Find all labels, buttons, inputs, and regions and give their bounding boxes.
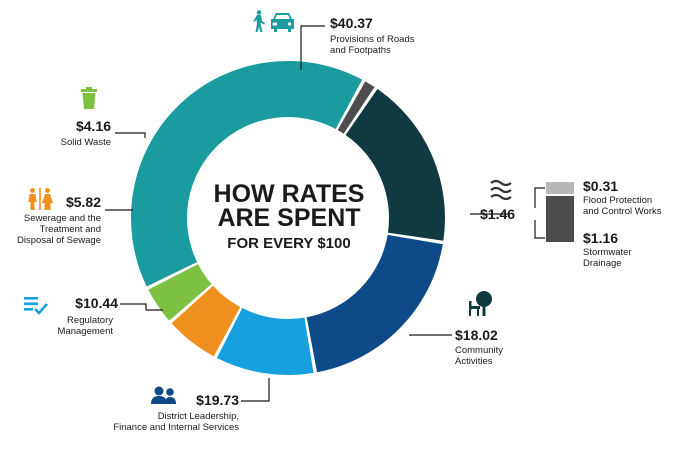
label-flood-line-1: Flood Protection (583, 195, 652, 206)
label-drainage-line-1: Stormwater (583, 247, 632, 258)
label-sewerage-line-1: Sewerage and the (24, 213, 101, 224)
park-bench-tree-icon (469, 291, 492, 316)
center-title-line-1: HOW RATES (214, 180, 365, 208)
pedestrian-car-icon (253, 10, 294, 32)
donut-slices (131, 61, 445, 375)
donut-slice-6 (148, 264, 212, 321)
center-title-line-2: ARE SPENT (217, 204, 360, 232)
donut-slice-4 (216, 308, 314, 375)
value-sewerage: $5.82 (66, 194, 101, 210)
label-flood-line-2: and Control Works (583, 206, 662, 217)
donut-slice-5 (171, 285, 241, 357)
label-sewerage-line-2: Treatment and (40, 224, 101, 235)
label-sewerage-line-3: Disposal of Sewage (17, 235, 101, 246)
water-waves-icon (490, 179, 512, 201)
label-regulatory-line-1: Regulatory (67, 315, 113, 326)
icons (24, 10, 512, 404)
value-solid-waste: $4.16 (76, 118, 111, 134)
label-regulatory-line-2: Management (58, 326, 114, 337)
value-stormwater-drainage: $1.16 (583, 230, 618, 246)
restroom-icon (28, 188, 53, 210)
value-district: $19.73 (196, 392, 239, 408)
label-roads-line-1: Provisions of Roads (330, 34, 415, 45)
breakdown-bar-stormwater (546, 196, 574, 242)
label-community-line-2: Activities (455, 356, 493, 367)
center-title-line-3: FOR EVERY $100 (227, 235, 350, 252)
checklist-icon (24, 297, 48, 315)
donut-slice-1 (337, 81, 375, 134)
donut-slice-0 (131, 61, 363, 287)
label-roads-line-2: and Footpaths (330, 45, 391, 56)
people-icon (151, 386, 176, 404)
donut-slice-2 (345, 88, 445, 241)
breakdown-bar-flood-protection (546, 182, 574, 194)
label-solid-waste-line-1: Solid Waste (61, 137, 111, 148)
value-community: $18.02 (455, 327, 498, 343)
leader-lines (105, 25, 545, 402)
value-stormwater-total: $1.46 (480, 206, 515, 222)
breakdown-bars (546, 182, 574, 242)
value-regulatory: $10.44 (75, 295, 118, 311)
value-roads: $40.37 (330, 15, 373, 31)
label-district-line-2: Finance and Internal Services (113, 422, 239, 433)
center-title: HOW RATES ARE SPENT FOR EVERY $100 (214, 180, 365, 252)
value-flood-protection: $0.31 (583, 178, 618, 194)
bin-icon (81, 87, 97, 109)
label-drainage-line-2: Drainage (583, 258, 622, 269)
label-district-line-1: District Leadership, (158, 411, 239, 422)
labels: $40.37 Provisions of Roads and Footpaths… (17, 15, 662, 433)
label-community-line-1: Community (455, 345, 503, 356)
donut-slice-3 (306, 234, 443, 373)
